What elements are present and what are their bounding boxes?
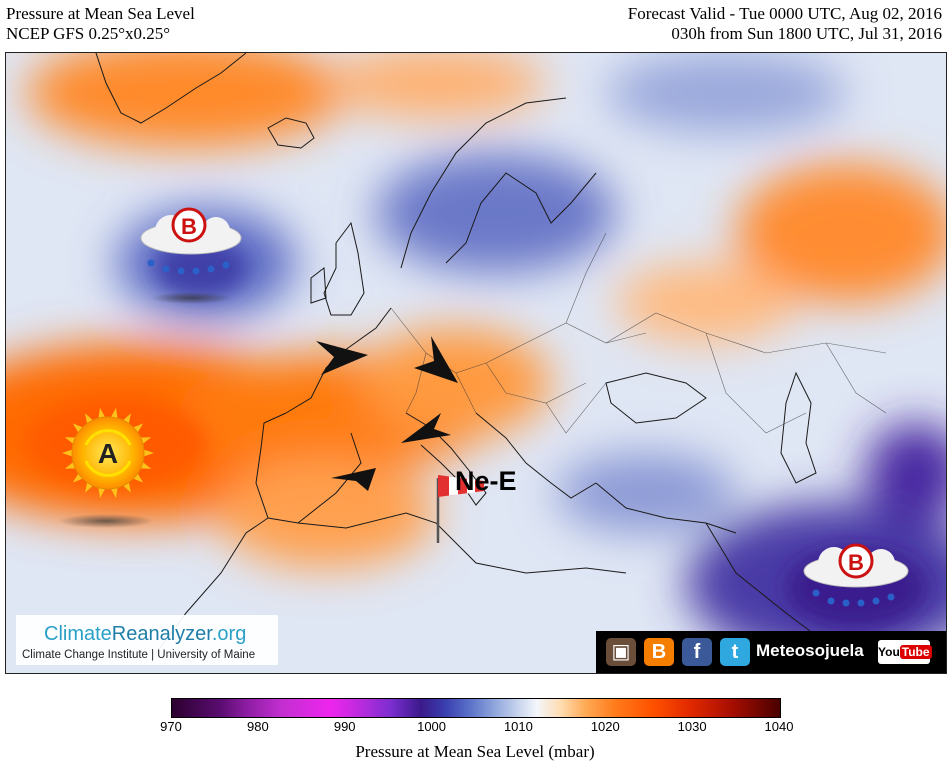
rain-drop: [222, 261, 230, 269]
border-set-europe: [390, 232, 647, 434]
map-svg: A B B: [6, 53, 946, 673]
rain-drop: [842, 599, 850, 607]
low-pressure-symbol-east: B: [803, 543, 909, 607]
sun-arrow-top: [84, 429, 132, 446]
rain-drop: [162, 265, 170, 273]
wind-arrow-balearic: [331, 468, 376, 491]
rain-drops-east: [812, 589, 895, 607]
credit-subtitle: Climate Change Institute | University of…: [22, 649, 256, 661]
colorbar-tick-990: 990: [333, 719, 356, 734]
youtube-label-b: Tube: [899, 645, 932, 659]
colorbar: [171, 698, 781, 718]
windsock-icon: [436, 475, 484, 543]
logo-part-climate: Climate: [44, 623, 112, 645]
climate-reanalyzer-logo: ClimateReanalyzer.org: [44, 623, 246, 646]
coast-caspian: [780, 371, 817, 484]
coast-balkans: [475, 412, 597, 499]
wind-arrow-bay-of-biscay: [316, 341, 368, 375]
high-pressure-central-europe: [361, 328, 551, 438]
coast-iceland: [267, 117, 315, 149]
low-label-east: B: [848, 550, 864, 575]
coast-sweden-finland: [445, 172, 597, 264]
rain-drops-west: [147, 259, 230, 275]
colorbar-tick-1000: 1000: [417, 719, 447, 734]
rain-drop: [147, 259, 155, 267]
low-pressure-symbol-west: B: [140, 207, 242, 304]
logo-part-org: .org: [211, 623, 247, 645]
high-pressure-arctic: [326, 53, 546, 118]
coast-black-sea: [605, 372, 707, 424]
wind-arrow-gulf-of-lion: [401, 413, 451, 443]
facebook-icon[interactable]: f: [682, 638, 712, 666]
low-circle-west: [171, 207, 207, 243]
wind-direction-label: Ne-E: [455, 466, 517, 496]
low-pressure-barents: [606, 53, 846, 133]
high-label: A: [98, 438, 118, 469]
low-label-west: B: [181, 214, 197, 239]
sun-arrow-bottom: [84, 460, 132, 477]
rain-drop: [887, 593, 895, 601]
blogger-icon[interactable]: B: [644, 638, 674, 666]
colorbar-tick-1020: 1020: [590, 719, 620, 734]
rain-drop: [827, 597, 835, 605]
rain-drop: [812, 589, 820, 597]
high-pressure-greenland: [26, 53, 346, 148]
social-account-name: Meteosojuela: [756, 641, 864, 660]
sun-ray: [141, 448, 154, 458]
cloud-east-puff-2: [867, 549, 895, 577]
sun-ray: [62, 448, 75, 458]
rain-drop: [207, 265, 215, 273]
colorbar-tick-1010: 1010: [503, 719, 533, 734]
colorbar-tick-980: 980: [246, 719, 269, 734]
low-pressure-scandinavia: [376, 153, 616, 273]
coast-mediterranean-east: [595, 482, 737, 534]
border-set-russia: [605, 312, 887, 434]
youtube-label-a: You: [878, 645, 900, 659]
cloud-west-puff-2: [202, 217, 230, 245]
coast-norway: [400, 97, 567, 269]
high-pressure-iberia: [216, 458, 436, 568]
colorbar-tick-1040: 1040: [764, 719, 794, 734]
high-shadow: [58, 514, 154, 528]
colorbar-tick-970: 970: [160, 719, 182, 734]
coast-greenland: [95, 53, 247, 124]
pressure-map: A B B: [5, 52, 947, 674]
wind-arrows: [316, 336, 458, 491]
country-borders: [390, 232, 887, 434]
model-label: NCEP GFS 0.25°x0.25°: [6, 24, 171, 43]
forecast-run: 030h from Sun 1800 UTC, Jul 31, 2016: [671, 24, 942, 43]
twitter-icon[interactable]: t: [720, 638, 750, 666]
header-right: Forecast Valid - Tue 0000 UTC, Aug 02, 2…: [628, 4, 942, 44]
map-title: Pressure at Mean Sea Level: [6, 4, 195, 23]
wind-arrow-central-europe: [414, 336, 458, 383]
climate-reanalyzer-credit: ClimateReanalyzer.org Climate Change Ins…: [16, 615, 278, 665]
rain-drop: [872, 597, 880, 605]
social-bar: ▣ B f t Meteosojuela You Tube: [596, 631, 946, 673]
high-pressure-symbol: A: [58, 407, 154, 528]
low-pressure-black-sea: [556, 453, 736, 533]
low-circle-east: [838, 543, 874, 579]
instagram-icon[interactable]: ▣: [606, 638, 636, 666]
header-left: Pressure at Mean Sea Level NCEP GFS 0.25…: [6, 4, 195, 44]
low-pressure-caspian: [866, 423, 946, 523]
windsock-stripes: [449, 476, 475, 496]
logo-part-reanalyzer: Reanalyzer: [111, 623, 212, 645]
youtube-icon[interactable]: You Tube: [878, 640, 932, 664]
rain-drop: [857, 599, 865, 607]
forecast-valid: Forecast Valid - Tue 0000 UTC, Aug 02, 2…: [627, 4, 942, 23]
rain-drop: [177, 267, 185, 275]
rain-drop: [192, 267, 200, 275]
colorbar-title: Pressure at Mean Sea Level (mbar): [355, 742, 595, 761]
colorbar-tick-1030: 1030: [677, 719, 707, 734]
sun-disc: [71, 416, 145, 490]
high-pressure-siberia-band: [616, 263, 796, 343]
coast-british-isles: [310, 221, 365, 316]
low-shadow-west: [151, 292, 231, 304]
high-pressure-russia: [736, 163, 946, 303]
